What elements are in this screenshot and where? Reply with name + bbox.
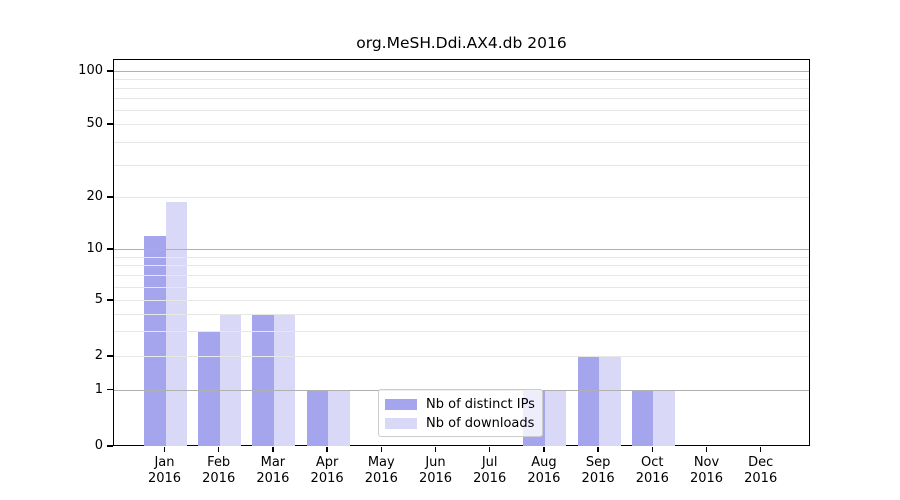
x-tick-label-mar: Mar 2016 [256, 455, 290, 486]
legend-row-distinct-ips: Nb of distinct IPs [385, 395, 542, 414]
y-tick-label-1: 1 [94, 381, 103, 397]
y-tick-label-20: 20 [86, 189, 103, 204]
x-tick-feb [217, 447, 220, 452]
bar-downloads-apr [328, 390, 350, 446]
legend-row-downloads: Nb of downloads [385, 414, 542, 433]
bar-distinct-ips-feb [198, 332, 220, 446]
gridline-20 [114, 197, 809, 198]
gridline-50 [114, 124, 809, 125]
gridline-40 [114, 141, 809, 143]
bar-distinct-ips-mar [252, 314, 274, 446]
x-tick-nov [705, 447, 708, 452]
bar-downloads-oct [653, 390, 675, 446]
y-tick-50 [107, 123, 113, 125]
x-tick-label-oct: Oct 2016 [635, 455, 669, 486]
x-tick-label-may: May 2016 [364, 455, 398, 486]
bar-distinct-ips-jan [144, 236, 166, 446]
gridline-2 [114, 356, 809, 357]
gridline-100 [114, 71, 809, 72]
gridline-80 [114, 88, 809, 90]
y-tick-2 [107, 355, 113, 357]
x-tick-sep [597, 447, 599, 452]
gridline-60 [114, 110, 809, 112]
gridline-5 [114, 300, 809, 301]
x-tick-label-aug: Aug 2016 [527, 455, 561, 486]
legend: Nb of distinct IPs Nb of downloads [378, 389, 543, 437]
gridline-6 [114, 286, 809, 288]
x-tick-apr [326, 447, 328, 452]
x-tick-jul [488, 447, 491, 452]
y-tick-0 [107, 445, 113, 447]
x-tick-label-feb: Feb 2016 [202, 455, 236, 486]
gridline-7 [114, 275, 809, 277]
x-tick-jan [163, 447, 166, 452]
x-tick-label-jan: Jan 2016 [147, 455, 182, 486]
y-tick-label-50: 50 [86, 116, 103, 131]
x-tick-aug [543, 447, 545, 452]
chart-title: org.MeSH.Ddi.AX4.db 2016 [356, 34, 567, 52]
bar-downloads-jan [165, 201, 187, 446]
legend-label-downloads: Nb of downloads [426, 416, 535, 431]
y-tick-10 [107, 248, 113, 250]
x-tick-label-nov: Nov 2016 [689, 455, 724, 486]
y-tick-1 [107, 388, 113, 390]
bar-distinct-ips-oct [631, 390, 654, 446]
y-tick-label-100: 100 [78, 63, 103, 78]
gridline-3 [114, 331, 809, 333]
x-tick-dec [759, 447, 762, 452]
y-tick-5 [107, 299, 113, 301]
y-tick-100 [107, 70, 113, 72]
gridline-4 [114, 313, 809, 315]
gridline-30 [114, 164, 809, 166]
x-tick-oct [651, 447, 654, 452]
y-tick-label-0: 0 [94, 438, 103, 453]
x-tick-jun [434, 447, 437, 452]
gridline-10 [114, 249, 809, 250]
bar-downloads-feb [219, 314, 242, 446]
y-tick-label-2: 2 [94, 348, 103, 363]
legend-label-distinct-ips: Nb of distinct IPs [426, 397, 535, 412]
bar-downloads-mar [273, 314, 296, 446]
gridline-8 [114, 265, 809, 267]
bar-distinct-ips-sep [577, 357, 600, 446]
x-tick-label-sep: Sep 2016 [581, 455, 615, 486]
bar-downloads-sep [599, 357, 621, 446]
legend-swatch-distinct-ips [385, 399, 417, 410]
plot-area [113, 59, 810, 446]
x-tick-label-apr: Apr 2016 [310, 455, 344, 486]
y-tick-label-10: 10 [86, 241, 103, 256]
x-tick-mar [272, 447, 274, 452]
gridline-9 [114, 256, 809, 258]
y-tick-label-5: 5 [94, 292, 103, 307]
gridline-90 [114, 79, 809, 81]
bar-downloads-aug [544, 390, 567, 446]
x-tick-label-dec: Dec 2016 [744, 455, 778, 486]
y-tick-20 [107, 196, 113, 198]
x-tick-label-jul: Jul 2016 [473, 455, 507, 486]
bar-distinct-ips-apr [306, 390, 329, 446]
x-tick-label-jun: Jun 2016 [418, 455, 453, 486]
legend-swatch-downloads [385, 418, 417, 429]
gridline-70 [114, 98, 809, 100]
x-tick-may [380, 447, 383, 452]
